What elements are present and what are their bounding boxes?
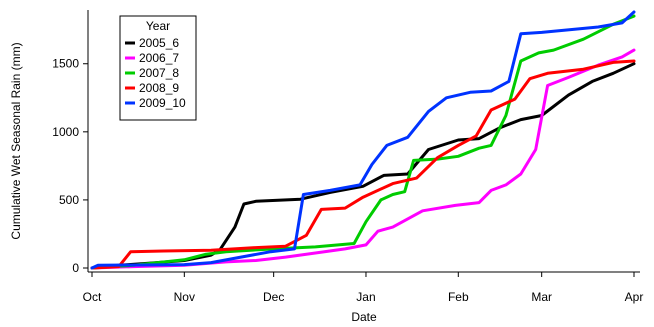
x-tick-label: Oct — [83, 290, 102, 304]
y-axis-title: Cumulative Wet Seasonal Rain (mm) — [9, 42, 23, 239]
y-tick-label: 0 — [72, 261, 79, 275]
legend-label-2006_7: 2006_7 — [139, 51, 179, 65]
plot-area — [90, 10, 636, 270]
series-line-2005_6 — [90, 62, 636, 270]
series-line-2008_9 — [90, 59, 636, 270]
series-line-2007_8 — [90, 14, 636, 270]
x-tick-label: Dec — [263, 290, 284, 304]
x-tick-label: Apr — [625, 290, 644, 304]
x-tick-label: Jan — [356, 290, 375, 304]
x-tick-label: Nov — [174, 290, 195, 304]
x-axis-title: Date — [351, 310, 377, 324]
series-line-2009_10 — [90, 10, 636, 270]
legend-label-2008_9: 2008_9 — [139, 81, 179, 95]
legend-title: Year — [146, 19, 170, 33]
x-axis-ticks: Oct Nov Dec Jan Feb Mar Apr — [83, 272, 644, 304]
x-tick-label: Feb — [448, 290, 469, 304]
x-tick-label: Mar — [531, 290, 552, 304]
legend-label-2009_10: 2009_10 — [139, 96, 186, 110]
y-tick-label: 500 — [59, 193, 79, 207]
legend-label-2005_6: 2005_6 — [139, 36, 179, 50]
series-line-2006_7 — [90, 48, 636, 270]
y-axis-ticks: 0 500 1000 1500 — [52, 57, 88, 275]
y-tick-label: 1500 — [52, 57, 79, 71]
axes — [87, 10, 640, 273]
legend-label-2007_8: 2007_8 — [139, 66, 179, 80]
y-tick-label: 1000 — [52, 125, 79, 139]
